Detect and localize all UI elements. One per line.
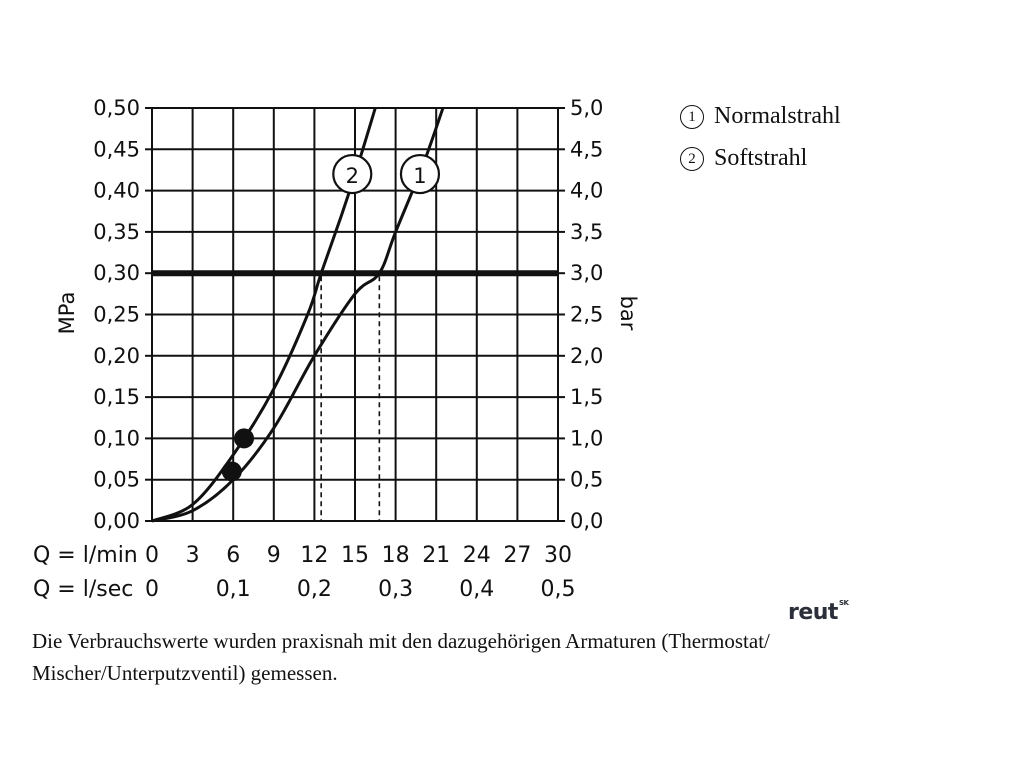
x-lmin-tick-label: 9 [267, 543, 281, 568]
marker-point-2 [221, 461, 242, 482]
x-lmin-axis-label: Q = l/min [33, 543, 138, 568]
x-lsec-tick-label: 0,3 [378, 577, 413, 602]
legend-label-2: Softstrahl [714, 145, 808, 171]
y-right-tick-label: 0,5 [570, 468, 603, 492]
y-right-tick-label: 1,5 [570, 385, 603, 409]
curve-label-1: 1 [413, 164, 426, 188]
x-lsec-tick-label: 0,2 [297, 577, 332, 602]
curve-label-2: 2 [346, 164, 359, 188]
x-lmin-tick-label: 30 [544, 543, 572, 568]
x-lmin-tick-label: 15 [341, 543, 369, 568]
x-lsec-tick-label: 0,4 [459, 577, 494, 602]
y-right-tick-label: 5,0 [570, 96, 603, 120]
y-right-tick-label: 0,0 [570, 509, 603, 533]
x-lmin-tick-label: 18 [382, 543, 410, 568]
y-left-tick-label: 0,20 [93, 344, 140, 368]
legend-item-2: 2 Softstrahl [680, 145, 807, 172]
x-lmin-tick-label: 0 [145, 543, 159, 568]
x-lmin-tick-label: 12 [300, 543, 328, 568]
curve-label-circle-1 [399, 153, 441, 195]
y-left-tick-label: 0,30 [93, 261, 140, 285]
y-left-tick-label: 0,50 [93, 96, 140, 120]
legend-item-1: 1 Normalstrahl [680, 103, 841, 130]
y-left-tick-label: 0,45 [93, 137, 140, 161]
series-curve-1 [151, 107, 445, 523]
legend-number-1: 1 [680, 105, 704, 129]
y-right-tick-label: 4,0 [570, 179, 603, 203]
x-lsec-axis-label: Q = l/sec [33, 577, 133, 602]
y-right-tick-label: 2,0 [570, 344, 603, 368]
y-left-tick-label: 0,15 [93, 385, 140, 409]
footnote: Die Verbrauchswerte wurden praxisnah mit… [32, 629, 770, 685]
x-lsec-tick-label: 0 [145, 577, 159, 602]
y-left-tick-label: 0,40 [93, 179, 140, 203]
y-right-tick-label: 1,0 [570, 426, 603, 450]
y-left-axis-label: MPa [55, 292, 79, 335]
marker-point-1 [234, 428, 255, 449]
x-lmin-tick-label: 3 [186, 543, 200, 568]
y-right-tick-label: 3,5 [570, 220, 603, 244]
x-lmin-tick-label: 21 [422, 543, 450, 568]
y-right-tick-label: 4,5 [570, 137, 603, 161]
logo-sup: SK [838, 599, 849, 607]
y-left-tick-label: 0,05 [93, 468, 140, 492]
x-lmin-tick-label: 27 [503, 543, 531, 568]
y-left-tick-label: 0,00 [93, 509, 140, 533]
reference-layer [152, 270, 558, 521]
tick-labels: 0,000,050,100,150,200,250,300,350,400,45… [93, 96, 603, 602]
curves: 12 [151, 107, 445, 523]
reut-logo: reutSK [788, 599, 849, 625]
y-right-tick-label: 3,0 [570, 261, 603, 285]
x-lmin-tick-label: 24 [463, 543, 491, 568]
y-right-axis-label: bar [616, 296, 640, 331]
x-lsec-tick-label: 0,5 [541, 577, 576, 602]
x-lsec-tick-label: 0,1 [216, 577, 251, 602]
y-left-tick-label: 0,10 [93, 426, 140, 450]
x-lmin-tick-label: 6 [226, 543, 240, 568]
y-left-tick-label: 0,35 [93, 220, 140, 244]
legend-number-2: 2 [680, 147, 704, 171]
y-left-tick-label: 0,25 [93, 303, 140, 327]
logo-text: reut [788, 600, 838, 625]
legend-label-1: Normalstrahl [714, 103, 841, 129]
curve-label-circle-2 [332, 153, 373, 195]
y-right-tick-label: 2,5 [570, 303, 603, 327]
